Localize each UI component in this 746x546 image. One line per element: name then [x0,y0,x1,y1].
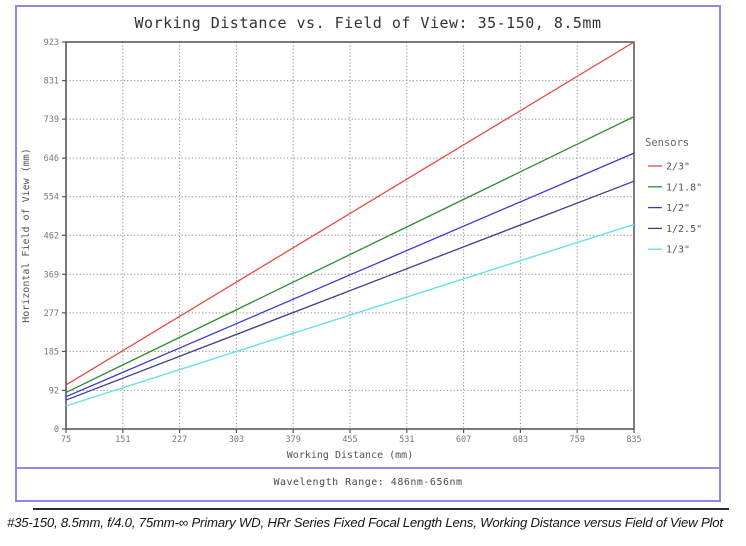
legend-label: 1/1.8" [666,182,702,193]
x-tick-label: 835 [626,435,641,445]
plot-area: 75 151 227 303 379 455 531 607 683 759 835 0 92 185 27… [21,38,702,461]
series-line-13 [65,223,635,407]
x-tick-label: 227 [172,435,187,445]
x-tick-label: 151 [115,435,130,445]
y-tick-label: 646 [44,154,59,164]
y-tick-label: 739 [44,115,59,125]
y-tick-label: 277 [44,309,59,319]
y-axis-title: Horizontal Field of View (mm) [21,148,32,323]
x-tick-label: 379 [286,435,301,445]
y-tick-label: 0 [54,425,59,435]
wavelength-note: Wavelength Range: 486nm-656nm [273,477,463,488]
x-tick-label: 531 [399,435,414,445]
wavelength-strip: Wavelength Range: 486nm-656nm [17,469,719,496]
x-tick-label: 607 [456,435,471,445]
x-tick-label: 759 [570,435,585,445]
y-tick-label: 185 [44,347,59,357]
y-tick-label: 831 [44,77,59,87]
legend-label: 2/3" [666,162,690,173]
plot-frame [65,41,635,430]
y-tick-label: 369 [44,270,59,280]
series-line-125 [65,180,635,401]
legend-label: 1/2" [666,203,690,214]
legend-label: 1/3" [666,245,690,256]
x-tick-label: 455 [342,435,357,445]
series-line-12 [65,152,635,398]
y-tick-label: 923 [44,38,59,48]
y-tick-label: 462 [44,231,59,241]
figure-caption: #35-150, 8.5mm, f/4.0, 75mm-∞ Primary WD… [7,515,723,530]
x-tick-label: 75 [61,435,71,445]
series-line-23 [65,41,635,386]
x-tick-label: 303 [229,435,244,445]
legend-label: 1/2.5" [666,224,702,235]
series-line-118 [65,116,635,394]
figure-box: Working Distance vs. Field of View: 35-1… [15,5,721,502]
legend-title: Sensors [645,137,689,149]
x-tick-label: 683 [513,435,528,445]
y-tick-label: 92 [49,386,59,396]
bottom-rule [33,508,729,510]
y-tick-label: 554 [44,193,59,203]
strip-divider [17,467,719,469]
x-axis-title: Working Distance (mm) [287,450,413,461]
chart-title: Working Distance vs. Field of View: 35-1… [134,14,602,32]
